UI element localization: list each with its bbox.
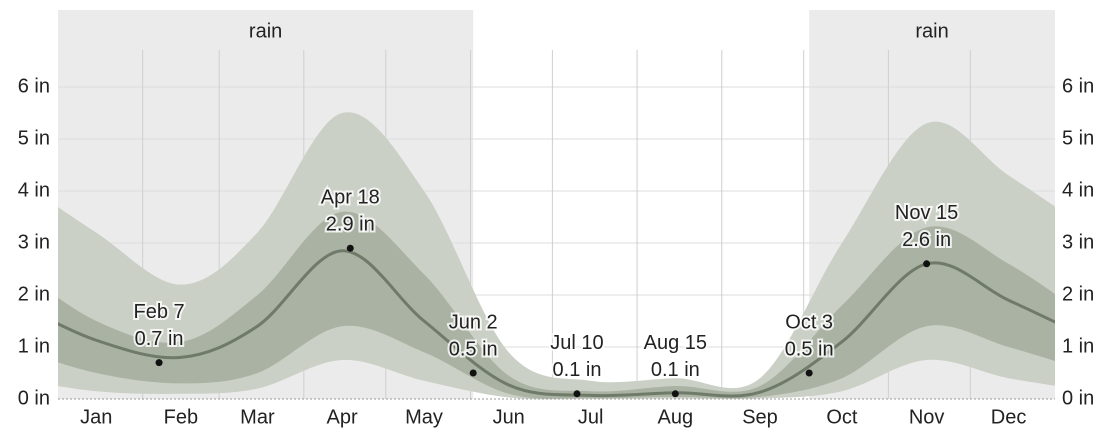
y-tick-label: 6 in [18, 75, 50, 97]
annotation-date: Apr 18 [321, 186, 380, 208]
x-tick-label: Dec [991, 406, 1027, 428]
annotation-value: 0.1 in [553, 359, 602, 381]
x-tick-label: Nov [909, 406, 945, 428]
y2-tick-label: 0 in [1062, 387, 1094, 409]
annotation-point [346, 244, 354, 252]
x-tick-label: Jan [80, 406, 112, 428]
y2-tick-label: 1 in [1062, 335, 1094, 357]
annotation-value: 0.7 in [135, 328, 184, 350]
annotation-point [805, 369, 813, 377]
annotation-point [671, 390, 679, 398]
x-tick-label: Aug [658, 406, 694, 428]
y2-tick-label: 4 in [1062, 179, 1094, 201]
annotation-point [469, 369, 477, 377]
y-tick-label: 0 in [18, 387, 50, 409]
x-tick-label: Oct [826, 406, 858, 428]
y2-tick-label: 5 in [1062, 127, 1094, 149]
annotation-date: Nov 15 [895, 202, 958, 224]
season-label: rain [249, 20, 282, 42]
y-tick-label: 2 in [18, 283, 50, 305]
x-tick-label: Feb [164, 406, 198, 428]
band-inner [58, 211, 1055, 399]
annotation-point [155, 359, 163, 367]
y2-tick-label: 3 in [1062, 231, 1094, 253]
annotation-value: 2.6 in [902, 229, 951, 251]
plot [58, 112, 1055, 400]
annotation-date: Jun 2 [449, 311, 498, 333]
annotation-point [573, 390, 581, 398]
x-tick-label: Apr [327, 406, 358, 428]
annotation-value: 0.5 in [785, 338, 834, 360]
y2-tick-label: 6 in [1062, 75, 1094, 97]
annotation-value: 0.1 in [651, 359, 700, 381]
y-tick-label: 4 in [18, 179, 50, 201]
y-tick-label: 1 in [18, 335, 50, 357]
x-tick-label: Jun [493, 406, 525, 428]
annotation-value: 0.5 in [449, 338, 498, 360]
season-label: rain [915, 20, 948, 42]
median-line [58, 249, 1055, 398]
annotation-date: Jul 10 [550, 332, 603, 354]
x-tick-label: Jul [578, 406, 604, 428]
x-tick-label: Mar [240, 406, 275, 428]
annotation-date: Oct 3 [785, 311, 833, 333]
annotation-date: Feb 7 [133, 301, 184, 323]
y-tick-label: 5 in [18, 127, 50, 149]
annotation-value: 2.9 in [326, 213, 375, 235]
y2-tick-label: 2 in [1062, 283, 1094, 305]
y-tick-label: 3 in [18, 231, 50, 253]
x-tick-label: Sep [742, 406, 778, 428]
x-tick-label: May [405, 406, 443, 428]
annotation-date: Aug 15 [644, 332, 707, 354]
annotation-point [923, 260, 931, 268]
